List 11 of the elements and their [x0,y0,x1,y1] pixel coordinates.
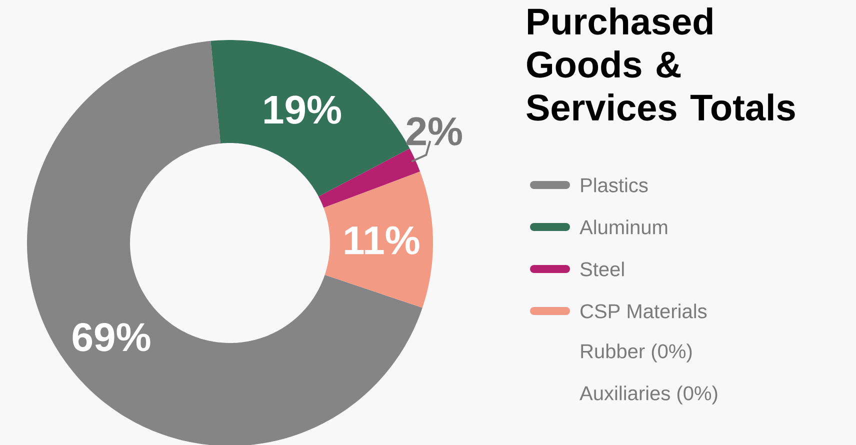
category-label: Auxiliaries (0%) [580,386,718,404]
chart-title: Purchased Goods & Services Totals [526,8,795,121]
data-label: 2% [406,117,462,146]
data-label: 11% [345,226,420,254]
legend-label: CSP Materials [580,304,707,318]
data-label: 19% [264,96,342,124]
legend-label: Steel [580,262,624,276]
category-label: Rubber (0%) [581,344,692,362]
legend-label: Aluminum [580,220,668,234]
legend-label: Plastics [581,178,648,192]
data-label: 69% [72,323,150,352]
